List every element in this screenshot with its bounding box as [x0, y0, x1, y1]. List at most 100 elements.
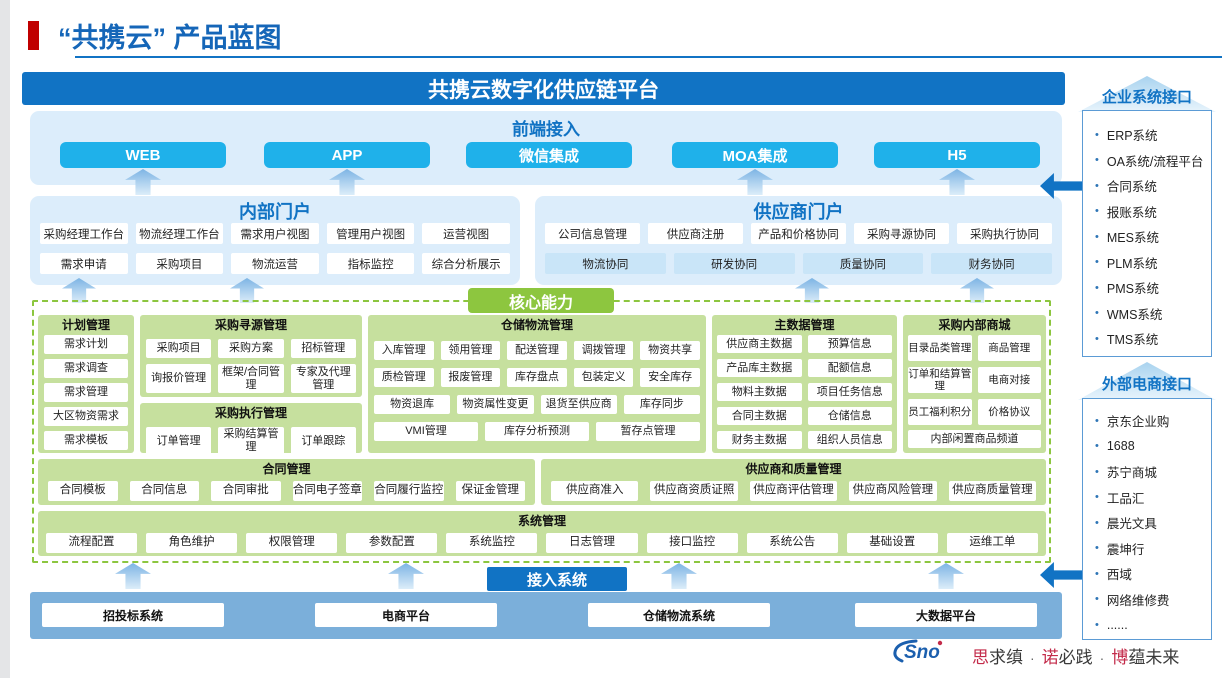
capability-item: 调拨管理: [573, 341, 634, 360]
supplier-portal-title: 供应商门户: [753, 202, 844, 222]
slogan-accent: 博: [1111, 648, 1129, 667]
capability-item: 合同主数据: [717, 407, 802, 425]
capability-item: 预算信息: [807, 335, 892, 353]
access-systems-badge: 接入系统: [487, 567, 627, 591]
portal-item: 产品和价格协同: [751, 223, 846, 244]
capability-item: 需求计划: [44, 335, 128, 354]
portal-item: 指标监控: [326, 253, 415, 274]
capability-item: 暂存点管理: [596, 422, 700, 441]
capability-item: 系统公告: [746, 533, 838, 553]
capability-item: 订单跟踪: [290, 427, 356, 455]
access-systems-bar: 招投标系统 电商平台 仓储物流系统 大数据平台: [30, 592, 1062, 639]
title-accent-bar: [28, 21, 39, 50]
capability-item: 合同电子签章: [292, 481, 362, 501]
up-arrow-icon: [661, 563, 697, 589]
capability-item: 仓储信息: [807, 407, 892, 425]
interface-item: • 京东企业购: [1095, 408, 1209, 434]
interface-item: • OA系统/流程平台: [1095, 148, 1209, 174]
core-capability-badge: 核心能力: [468, 288, 614, 313]
portal-item: 物流运营: [231, 253, 319, 274]
slogan-accent: 思: [972, 648, 989, 667]
group-title: 计划管理: [61, 318, 110, 332]
supplier-portal-row1: 公司信息管理 供应商注册 产品和价格协同 采购寻源协同 采购执行协同: [545, 223, 1052, 244]
interface-label: OA系统/流程平台: [1106, 154, 1204, 169]
capability-item: 安全库存: [640, 368, 700, 387]
ecommerce-interfaces-list: • 京东企业购 • 1688 • 苏宁商城 • 工品汇 • 晨光文具 • 震坤行 • 西域 • 网络维修费 •.…: [1083, 399, 1211, 638]
interface-item: •......: [1095, 612, 1209, 638]
interface-item: • 震坤行: [1095, 536, 1209, 562]
enterprise-interfaces-box: • ERP系统 • OA系统/流程平台 • 合同系统 • 报账系统 • MES系统 • PLM系统 • P…: [1082, 110, 1212, 357]
capability-item: 合同信息: [129, 481, 199, 501]
group-title: 系统管理: [517, 514, 566, 528]
interface-item: • PMS系统: [1095, 275, 1209, 301]
interface-item: • 西域: [1095, 561, 1209, 587]
interface-item: • PLM系统: [1095, 250, 1209, 276]
channel-moa: MOA集成: [672, 142, 838, 168]
interface-label: MES系统: [1106, 231, 1159, 246]
internal-portal-title: 内部门户: [239, 202, 311, 222]
interface-item: • 网络维修费: [1095, 587, 1209, 613]
company-slogan: 思求缜 · 诺必践 · 博蕴未来: [972, 643, 1179, 668]
capability-item: 招标管理: [290, 339, 356, 358]
title-divider: [75, 56, 1222, 58]
capability-item: 质检管理: [374, 368, 434, 387]
capability-item: 订单和结算管理: [908, 367, 972, 393]
interface-label: PMS系统: [1106, 282, 1159, 297]
masterdata-col2: 预算信息 配额信息 项目任务信息 仓储信息 组织人员信息: [807, 335, 892, 449]
capability-item: 权限管理: [246, 533, 338, 553]
capability-item: 合同审批: [211, 481, 281, 501]
platform-header: 共携云数字化供应链平台: [22, 72, 1065, 105]
interface-label: 苏宁商城: [1106, 466, 1157, 481]
group-plan-management: 计划管理 需求计划 需求调查 需求管理 大区物资需求 需求模板: [38, 315, 134, 453]
capability-item: 供应商评估管理: [749, 481, 838, 501]
enterprise-interfaces-list: • ERP系统 • OA系统/流程平台 • 合同系统 • 报账系统 • MES系统 • PLM系统 • P…: [1083, 111, 1211, 352]
bullet-icon: •: [1095, 414, 1099, 427]
group-title: 采购执行管理: [214, 406, 287, 420]
portal-item: 物流协同: [545, 253, 666, 274]
internal-portal-panel: 内部门户 采购经理工作台 物流经理工作台 需求用户视图 管理用户视图 运营视图 需求申请…: [30, 196, 520, 285]
ecommerce-interfaces-box: • 京东企业购 • 1688 • 苏宁商城 • 工品汇 • 晨光文具 • 震坤行 • 西域 • 网络维修费 •.…: [1082, 398, 1212, 640]
capability-item: 报废管理: [440, 368, 501, 387]
page-title: “共携云” 产品蓝图: [58, 23, 282, 53]
slogan-text: 必践: [1058, 648, 1093, 667]
bullet-icon: •: [1095, 154, 1099, 167]
group-title: 采购内部商城: [938, 318, 1011, 332]
group-title: 主数据管理: [774, 318, 835, 332]
interface-label: ERP系统: [1106, 129, 1158, 144]
access-system-item: 电商平台: [315, 603, 497, 627]
portal-item: 研发协同: [673, 253, 795, 274]
group-title: 合同管理: [262, 462, 311, 476]
group-title: 仓储物流管理: [500, 318, 573, 332]
interface-item: • 合同系统: [1095, 173, 1209, 199]
portal-item: 采购寻源协同: [854, 223, 949, 244]
slogan-separator: ·: [1099, 650, 1105, 666]
capability-item: 电商对接: [977, 367, 1041, 393]
bullet-icon: •: [1095, 332, 1099, 345]
bullet-icon: •: [1095, 179, 1099, 192]
slogan-text: 求缜: [989, 648, 1023, 667]
capability-item: 产品库主数据: [717, 359, 802, 377]
portal-item: 供应商注册: [648, 223, 743, 244]
channel-h5: H5: [874, 142, 1040, 168]
execution-items: 订单管理 采购结算管理 订单跟踪: [140, 427, 362, 455]
capability-item: VMI管理: [374, 422, 478, 441]
capability-item: 配额信息: [807, 359, 892, 377]
interface-item: • 晨光文具: [1095, 510, 1209, 536]
plan-items: 需求计划 需求调查 需求管理 大区物资需求 需求模板: [38, 333, 134, 450]
channel-wechat: 微信集成: [466, 142, 632, 168]
bullet-icon: •: [1095, 516, 1099, 529]
capability-item: 角色维护: [146, 533, 238, 553]
capability-item: 采购结算管理: [218, 427, 284, 455]
bullet-icon: •: [1095, 205, 1099, 218]
enterprise-interfaces-title: 企业系统接口: [1101, 89, 1192, 106]
capability-item: 供应商资质证照: [650, 481, 738, 501]
ecommerce-interfaces-title: 外部电商接口: [1101, 376, 1192, 393]
access-system-item: 招投标系统: [42, 603, 224, 627]
interface-label: PLM系统: [1106, 256, 1158, 271]
capability-item: 入库管理: [374, 341, 434, 360]
capability-item: 物料主数据: [717, 383, 802, 401]
up-arrow-icon: [388, 563, 424, 589]
capability-item: 运维工单: [946, 533, 1038, 553]
warehouse-row2: 质检管理 报废管理 库存盘点 包装定义 安全库存: [368, 368, 706, 387]
portal-item: 公司信息管理: [545, 223, 640, 244]
